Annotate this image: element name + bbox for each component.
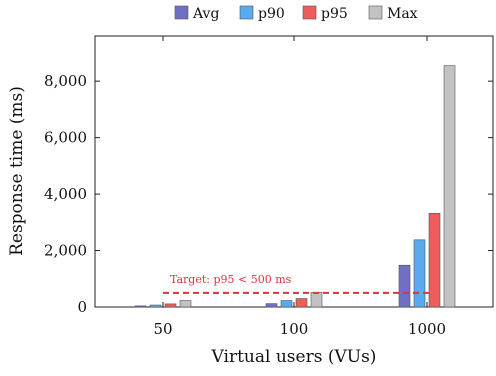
y-axis: 0 2,000 4,000 6,000 8,000 — [44, 72, 493, 316]
reference-line-group: Target: p95 < 500 ms — [163, 273, 430, 294]
legend-swatch-avg — [174, 5, 189, 20]
bar-p95-50 — [164, 303, 177, 308]
legend-label-max: Max — [387, 6, 418, 22]
bar-avg-100 — [265, 303, 278, 308]
bar-avg-50 — [134, 305, 147, 308]
bar-p90-100 — [280, 300, 293, 308]
legend-label-avg: Avg — [192, 6, 219, 22]
bar-max-100 — [310, 292, 323, 308]
legend-label-p95: p95 — [321, 6, 348, 22]
bars — [134, 65, 456, 308]
x-tick-label: 1000 — [408, 320, 446, 338]
x-tick-label: 50 — [153, 320, 172, 338]
bar-avg-1000 — [398, 264, 411, 308]
bar-p95-1000 — [428, 212, 441, 308]
y-tick-label: 4,000 — [44, 185, 87, 203]
x-axis: 50 100 1000 — [153, 36, 446, 338]
y-axis-title: Response time (ms) — [7, 86, 27, 256]
legend-label-p90: p90 — [258, 6, 285, 22]
bar-p95-100 — [295, 298, 308, 308]
x-tick-label: 100 — [280, 320, 309, 338]
bar-p90-1000 — [413, 239, 426, 308]
y-tick-label: 0 — [77, 298, 87, 316]
bar-max-50 — [179, 300, 192, 308]
legend-swatch-p95 — [302, 5, 317, 20]
y-tick-label: 6,000 — [44, 129, 87, 147]
reference-line-label: Target: p95 < 500 ms — [170, 273, 292, 286]
x-axis-title: Virtual users (VUs) — [211, 347, 377, 367]
bar-max-1000 — [443, 65, 456, 308]
y-tick-label: 8,000 — [44, 72, 87, 90]
bar-p90-50 — [149, 304, 162, 308]
y-tick-label: 2,000 — [44, 242, 87, 260]
legend: Avg p90 p95 Max — [174, 5, 418, 22]
legend-swatch-max — [368, 5, 383, 20]
plot-area: Target: p95 < 500 ms 0 2,000 4,000 6,000 8,0… — [44, 35, 494, 338]
legend-swatch-p90 — [239, 5, 254, 20]
